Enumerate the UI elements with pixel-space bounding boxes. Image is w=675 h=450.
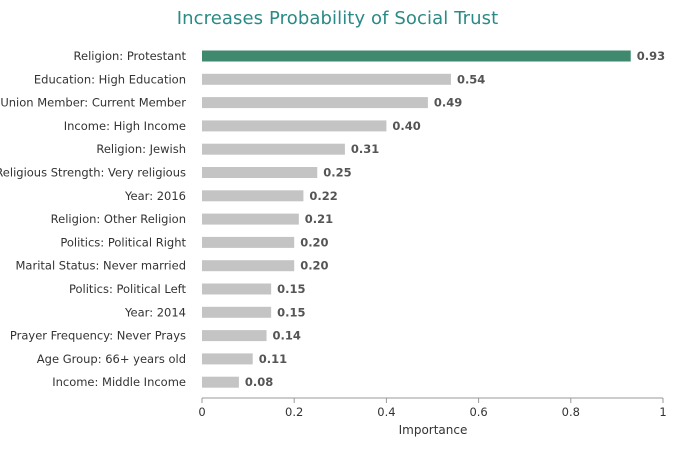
bar xyxy=(202,50,631,62)
category-label: Politics: Political Right xyxy=(60,235,186,249)
x-tick-label: 1 xyxy=(659,405,666,419)
bar xyxy=(202,73,451,85)
data-label: 0.14 xyxy=(273,329,301,343)
data-label: 0.15 xyxy=(277,305,305,319)
data-label: 0.15 xyxy=(277,282,305,296)
data-label: 0.08 xyxy=(245,375,273,389)
data-label: 0.93 xyxy=(637,49,665,63)
x-tick-label: 0.6 xyxy=(469,405,487,419)
data-label: 0.20 xyxy=(300,259,328,273)
bar xyxy=(202,167,318,178)
category-label: Religion: Jewish xyxy=(96,142,186,156)
x-tick-label: 0 xyxy=(198,405,205,419)
x-tick-label: 0.2 xyxy=(285,405,303,419)
category-label: Income: High Income xyxy=(64,119,186,133)
category-label: Year: 2016 xyxy=(124,189,186,203)
category-label: Education: High Education xyxy=(34,72,186,86)
category-label: Religion: Protestant xyxy=(74,49,187,63)
data-label: 0.31 xyxy=(351,142,379,156)
category-label: Year: 2014 xyxy=(124,305,186,319)
bar xyxy=(202,120,387,132)
data-label: 0.21 xyxy=(305,212,333,226)
data-label: 0.25 xyxy=(323,166,351,180)
category-label: Age Group: 66+ years old xyxy=(37,352,186,366)
data-label: 0.40 xyxy=(392,119,420,133)
category-label: Income: Middle Income xyxy=(52,375,186,389)
data-label: 0.11 xyxy=(259,352,287,366)
data-label: 0.20 xyxy=(300,235,328,249)
bar xyxy=(202,376,239,388)
bars-layer: Religion: Protestant 0.93 Education: High … xyxy=(0,49,665,389)
data-label: 0.49 xyxy=(434,96,462,110)
bar xyxy=(202,306,272,318)
x-axis: 0 0.2 0.4 0.6 0.8 1 xyxy=(198,397,667,419)
category-label: Prayer Frequency: Never Prays xyxy=(10,329,186,343)
bar xyxy=(202,353,253,365)
data-label: 0.54 xyxy=(457,72,485,86)
bar xyxy=(202,236,295,248)
category-label: Union Member: Current Member xyxy=(0,96,186,110)
x-axis-title: Importance xyxy=(399,423,468,437)
category-label: Religion: Other Religion xyxy=(51,212,186,226)
chart-title: Increases Probability of Social Trust xyxy=(176,8,499,29)
bar xyxy=(202,260,295,272)
category-label: Politics: Political Left xyxy=(69,282,187,296)
bar xyxy=(202,190,304,202)
bar xyxy=(202,283,272,295)
bar xyxy=(202,213,299,225)
bar xyxy=(202,143,345,155)
bar xyxy=(202,330,267,342)
category-label: Religious Strength: Very religious xyxy=(0,166,186,180)
x-tick-label: 0.4 xyxy=(377,405,395,419)
category-label: Marital Status: Never married xyxy=(16,259,187,273)
bar xyxy=(202,97,428,109)
x-tick-label: 0.8 xyxy=(562,405,580,419)
data-label: 0.22 xyxy=(309,189,337,203)
